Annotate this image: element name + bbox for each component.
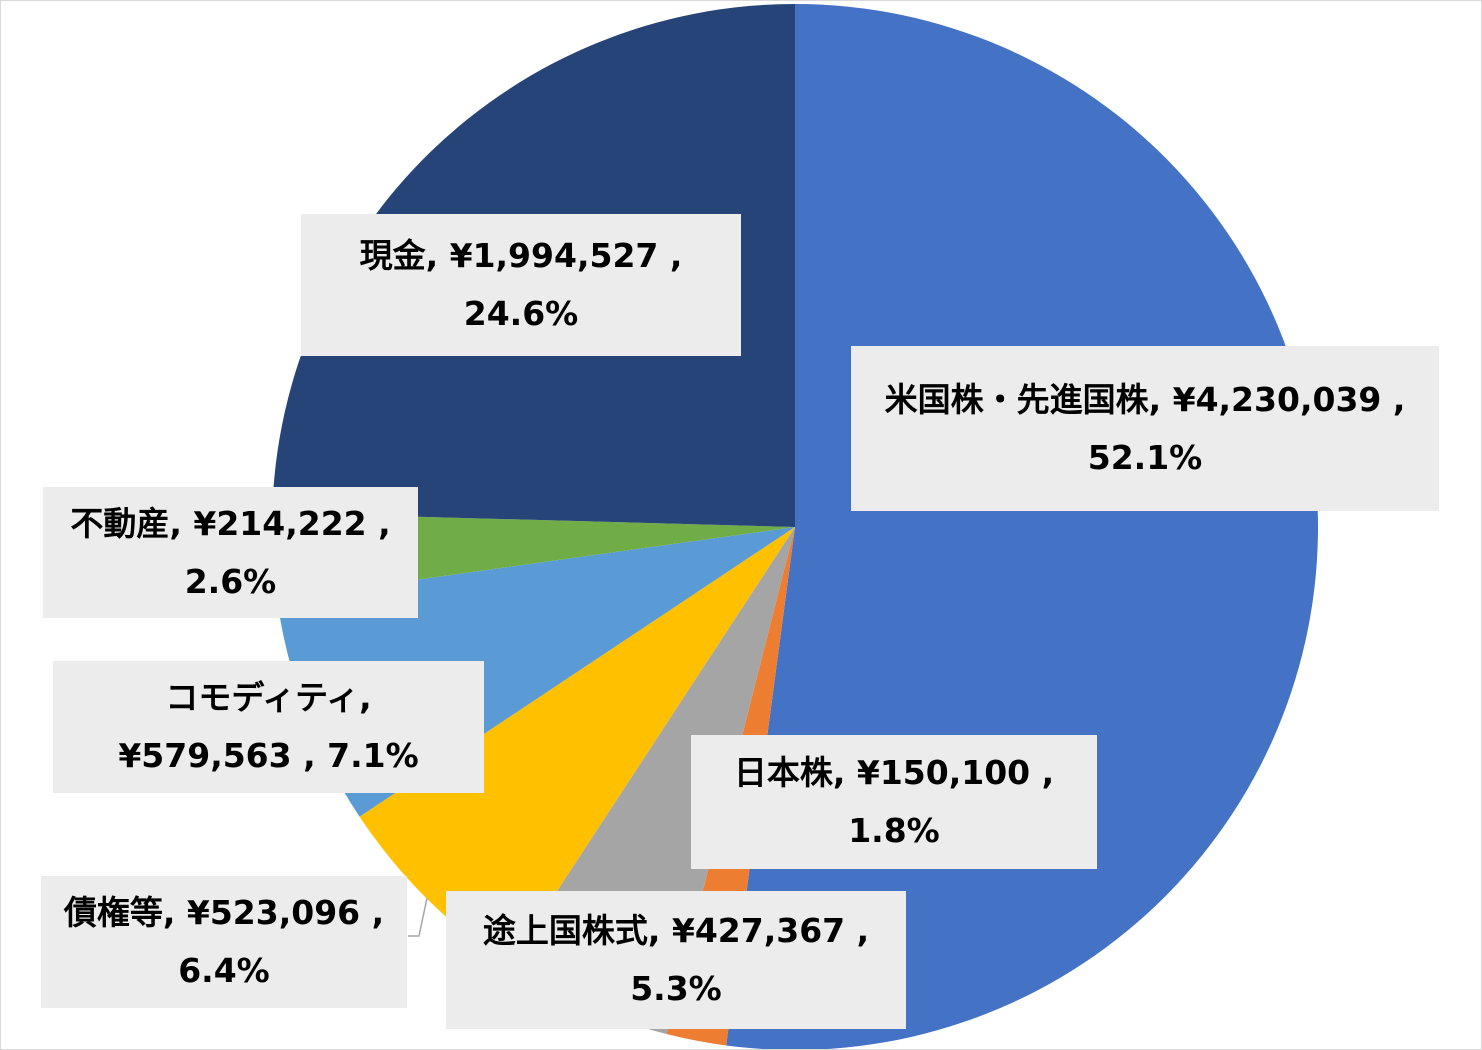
label-line: コモディティ, (165, 678, 372, 717)
label-line: ¥579,563 , 7.1% (118, 736, 419, 775)
data-label-bonds: 債権等, ¥523,096 , 6.4% (41, 876, 407, 1008)
label-line: 52.1% (1087, 437, 1203, 477)
label-line: 不動産, ¥214,222 , (70, 503, 391, 543)
data-label-emerging-stocks: 途上国株式, ¥427,367 , 5.3% (446, 891, 906, 1029)
data-label-japan-stocks: 日本株, ¥150,100 , 1.8% (691, 735, 1097, 869)
leader-line-bonds (408, 897, 428, 937)
label-line: 日本株, ¥150,100 , (733, 753, 1055, 792)
data-label-us-developed-stocks: 米国株・先進国株, ¥4,230,039 , 52.1% (851, 346, 1439, 511)
label-line: 1.8% (848, 811, 940, 850)
label-line: 米国株・先進国株, ¥4,230,039 , (884, 379, 1406, 419)
label-line: 5.3% (630, 969, 722, 1008)
label-line: 現金, ¥1,994,527 , 24.6% (359, 236, 683, 333)
data-label-cash: 現金, ¥1,994,527 , 24.6% (301, 214, 741, 356)
label-line: 途上国株式, ¥427,367 , (482, 911, 870, 950)
label-line: 6.4% (178, 951, 270, 990)
data-label-real-estate: 不動産, ¥214,222 , 2.6% (43, 487, 418, 618)
slice-bonds (359, 527, 795, 965)
label-line: 2.6% (184, 561, 277, 601)
label-line: 債権等, ¥523,096 , (63, 893, 385, 932)
data-label-commodities: コモディティ, ¥579,563 , 7.1% (53, 661, 484, 793)
